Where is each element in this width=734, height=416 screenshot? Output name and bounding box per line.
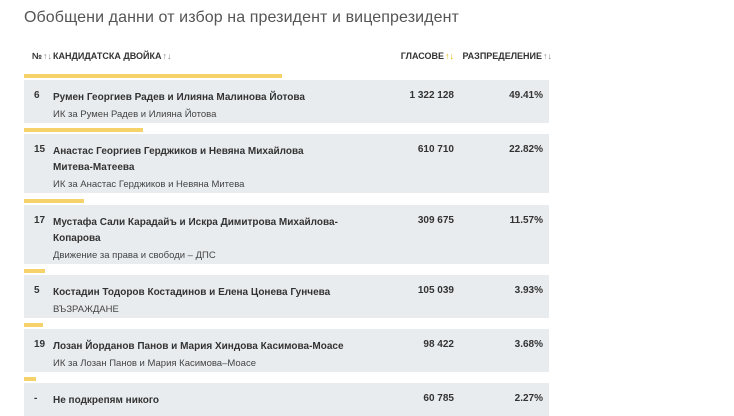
header-distribution[interactable]: РАЗПРЕДЕЛЕНИЕ↑↓ [462,51,552,61]
committee-name: ВЪЗРАЖДАНЕ [53,304,119,315]
cell-percent: 3.68% [514,339,543,350]
header-votes-label: ГЛАСОВЕ [400,51,444,61]
committee-name: Движение за права и свободи – ДПС [53,250,216,261]
cell-number: 6 [34,90,40,101]
cell-votes: 60 785 [423,393,454,404]
cell-percent: 11.57% [509,215,543,226]
candidate-names: Анастас Георгиев Герджиков и Невяна Миха… [53,146,304,173]
candidate-names: Костадин Тодоров Костадинов и Елена Цоне… [53,287,331,298]
cell-votes: 1 322 128 [409,90,455,101]
header-candidate[interactable]: КАНДИДАТСКА ДВОЙКА↑↓ [53,51,171,61]
table-row[interactable]: - Не подкрепям никого 60 785 2.27% [24,377,549,416]
table-row[interactable]: 5 Костадин Тодоров Костадинов и Елена Цо… [24,269,549,318]
sort-icon: ↑↓ [43,51,53,61]
sort-icon: ↑↓ [162,51,172,61]
percent-bar [24,377,36,381]
table-row[interactable]: 6 Румен Георгиев Радев и Илияна Малинова… [24,74,549,123]
cell-number: 15 [34,144,46,155]
cell-percent: 2.27% [514,393,543,404]
candidate-names: Лозан Йорданов Панов и Мария Хиндова Кас… [53,341,344,352]
cell-candidates: Костадин Тодоров Костадинов и Елена Цоне… [53,285,345,318]
cell-number: - [34,393,38,404]
committee-name: ИК за Лозан Панов и Мария Касимова–Моасе [53,358,256,369]
cell-percent: 49.41% [509,90,543,101]
sort-icon: ↑↓ [543,51,552,61]
sort-active-icon: ↑↓ [445,51,454,61]
percent-bar [24,199,85,203]
table-row[interactable]: 19 Лозан Йорданов Панов и Мария Хиндова … [24,323,549,372]
cell-percent: 3.93% [514,285,543,296]
candidate-names: Мустафа Сали Карадайъ и Искра Димитрова … [53,217,338,244]
table-row[interactable]: 17 Мустафа Сали Карадайъ и Искра Димитро… [24,199,549,264]
percent-bar [24,269,45,273]
header-num-label: № [32,51,43,61]
cell-candidates: Румен Георгиев Радев и Илияна Малинова Й… [53,90,345,123]
cell-candidates: Не подкрепям никого [53,393,345,409]
cell-number: 19 [34,339,46,350]
header-distribution-label: РАЗПРЕДЕЛЕНИЕ [462,51,542,61]
cell-candidates: Лозан Йорданов Панов и Мария Хиндова Кас… [53,339,345,372]
percent-bar [24,128,144,132]
cell-votes: 98 422 [423,339,454,350]
cell-votes: 309 675 [417,215,454,226]
percent-bar [24,74,282,78]
percent-bar [24,323,44,327]
committee-name: ИК за Румен Радев и Илияна Йотова [53,109,217,120]
header-votes[interactable]: ГЛАСОВЕ↑↓ [401,51,454,61]
cell-candidates: Мустафа Сали Карадайъ и Искра Димитрова … [53,215,345,264]
candidate-names: Не подкрепям никого [53,395,159,406]
committee-name: ИК за Анастас Герджиков и Невяна Митева [53,179,245,190]
cell-votes: 105 039 [417,285,454,296]
table-header: №↑↓ КАНДИДАТСКА ДВОЙКА↑↓ ГЛАСОВЕ↑↓ РАЗПР… [24,51,552,63]
header-num[interactable]: №↑↓ [32,51,52,61]
cell-number: 5 [34,285,40,296]
cell-votes: 610 710 [417,144,454,155]
cell-percent: 22.82% [509,144,543,155]
cell-candidates: Анастас Георгиев Герджиков и Невяна Миха… [53,144,345,193]
cell-number: 17 [34,215,46,226]
candidate-names: Румен Георгиев Радев и Илияна Малинова Й… [53,92,305,103]
table-row[interactable]: 15 Анастас Георгиев Герджиков и Невяна М… [24,128,549,193]
page-title: Обобщени данни от избор на президент и в… [24,9,459,26]
header-candidate-label: КАНДИДАТСКА ДВОЙКА [53,51,162,61]
